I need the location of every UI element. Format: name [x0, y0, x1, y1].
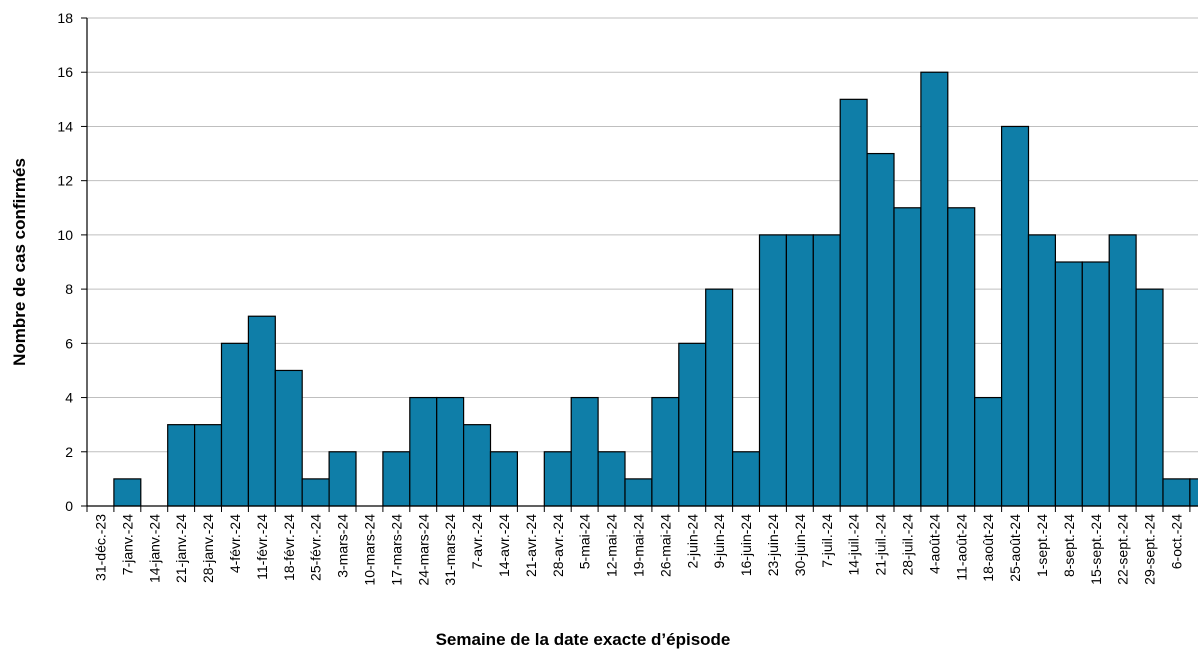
- bar: [113, 478, 142, 507]
- x-tick-label: 12-mai-24: [604, 514, 620, 577]
- bar: [382, 451, 411, 507]
- x-tick-label: 24-mars-24: [415, 514, 431, 586]
- x-tick-label: 14-juil.-24: [846, 514, 862, 576]
- bar: [920, 71, 949, 507]
- x-tick-label: 17-mars-24: [388, 514, 404, 586]
- x-tick-label: 14-janv.-24: [146, 514, 162, 583]
- bar: [194, 424, 223, 507]
- bar: [328, 451, 357, 507]
- x-tick-label: 18-févr.-24: [281, 514, 297, 581]
- x-tick-label: 13-oct.-24: [1195, 514, 1198, 577]
- x-tick-label: 11-août-24: [953, 514, 969, 581]
- y-tick-label: 0: [65, 498, 73, 514]
- bar: [1081, 261, 1110, 507]
- bar: [866, 152, 895, 507]
- bar: [1162, 478, 1191, 507]
- x-tick-label: 28-juil.-24: [899, 514, 915, 576]
- x-tick-label: 21-janv.-24: [173, 514, 189, 583]
- bar: [570, 396, 599, 507]
- x-tick-label: 6-oct.-24: [1168, 514, 1184, 569]
- x-tick-label: 7-janv.-24: [119, 514, 135, 575]
- bar: [301, 478, 330, 507]
- bar: [651, 396, 680, 507]
- bar: [893, 207, 922, 507]
- x-tick-label: 31-mars-24: [442, 514, 458, 586]
- x-tick-label: 3-mars-24: [335, 514, 351, 578]
- bar: [758, 234, 787, 507]
- bar: [678, 342, 707, 507]
- bar: [463, 424, 492, 507]
- y-tick-label: 18: [57, 10, 73, 26]
- x-tick-label: 31-déc.-23: [92, 514, 108, 581]
- bar: [409, 396, 438, 507]
- y-tick-label: 8: [65, 281, 73, 297]
- y-tick-labels: 0 2 4 6 8 10 12 14 16 18: [57, 10, 73, 514]
- x-tick-label: 10-mars-24: [361, 514, 377, 586]
- x-tick-label: 1-sept.-24: [1034, 514, 1050, 577]
- x-tick-label: 29-sept.-24: [1142, 514, 1158, 585]
- x-tick-label: 21-avr.-24: [523, 514, 539, 577]
- axes: [81, 17, 1198, 512]
- x-tick-label: 23-juin-24: [765, 514, 781, 576]
- x-tick-label: 7-avr.-24: [469, 514, 485, 569]
- x-tick-label: 19-mai-24: [630, 514, 646, 577]
- bar: [220, 342, 249, 507]
- bars: [113, 71, 1198, 507]
- y-tick-label: 14: [57, 118, 73, 134]
- bar: [947, 207, 976, 507]
- y-tick-label: 16: [57, 64, 73, 80]
- bar: [1027, 234, 1056, 507]
- x-tick-label: 26-mai-24: [657, 514, 673, 577]
- x-tick-label: 9-juin-24: [711, 514, 727, 569]
- x-tick-label: 2-juin-24: [684, 514, 700, 569]
- x-tick-label: 15-sept.-24: [1088, 514, 1104, 585]
- x-tick-label: 30-juin-24: [792, 514, 808, 576]
- y-tick-label: 12: [57, 173, 73, 189]
- x-tick-label: 28-avr.-24: [550, 514, 566, 577]
- bar: [785, 234, 814, 507]
- x-axis-title: Semaine de la date exacte d’épisode: [436, 630, 731, 649]
- x-tick-label: 14-avr.-24: [496, 514, 512, 577]
- bar: [436, 396, 465, 507]
- bar: [839, 98, 868, 507]
- x-tick-labels: 31-déc.-23 7-janv.-24 14-janv.-24 21-janv.-…: [92, 514, 1198, 586]
- bar: [247, 315, 276, 507]
- bar: [812, 234, 841, 507]
- x-tick-label: 25-févr.-24: [308, 514, 324, 581]
- x-tick-label: 21-juil.-24: [873, 514, 889, 576]
- bar: [489, 451, 518, 507]
- bar: [543, 451, 572, 507]
- x-tick-label: 25-août-24: [1007, 514, 1023, 582]
- x-tick-label: 4-févr.-24: [227, 514, 243, 573]
- x-tick-label: 18-août-24: [980, 514, 996, 582]
- bar: [624, 478, 653, 507]
- x-tick-label: 16-juin-24: [738, 514, 754, 576]
- x-tick-label: 22-sept.-24: [1115, 514, 1131, 585]
- y-tick-label: 4: [65, 390, 73, 406]
- bar: [1000, 125, 1030, 507]
- y-axis-title: Nombre de cas confirmés: [10, 158, 29, 366]
- x-tick-label: 7-juil.-24: [819, 514, 835, 568]
- bar: [1108, 234, 1137, 507]
- bar: [274, 369, 303, 507]
- bar: [597, 451, 626, 507]
- bar: [974, 396, 1003, 507]
- bar: [167, 424, 196, 507]
- x-tick-label: 5-mai-24: [577, 514, 593, 569]
- y-tick-label: 10: [57, 227, 73, 243]
- x-tick-label: 8-sept.-24: [1061, 514, 1077, 577]
- y-tick-label: 6: [65, 335, 73, 351]
- x-tick-label: 11-févr.-24: [254, 514, 270, 580]
- bar: [1054, 261, 1083, 507]
- y-tick-label: 2: [65, 444, 73, 460]
- bar: [731, 451, 761, 507]
- bar: [1189, 478, 1198, 507]
- x-tick-label: 28-janv.-24: [200, 514, 216, 583]
- bar: [705, 288, 734, 507]
- x-tick-label: 4-août-24: [926, 514, 942, 574]
- bar: [1135, 288, 1164, 507]
